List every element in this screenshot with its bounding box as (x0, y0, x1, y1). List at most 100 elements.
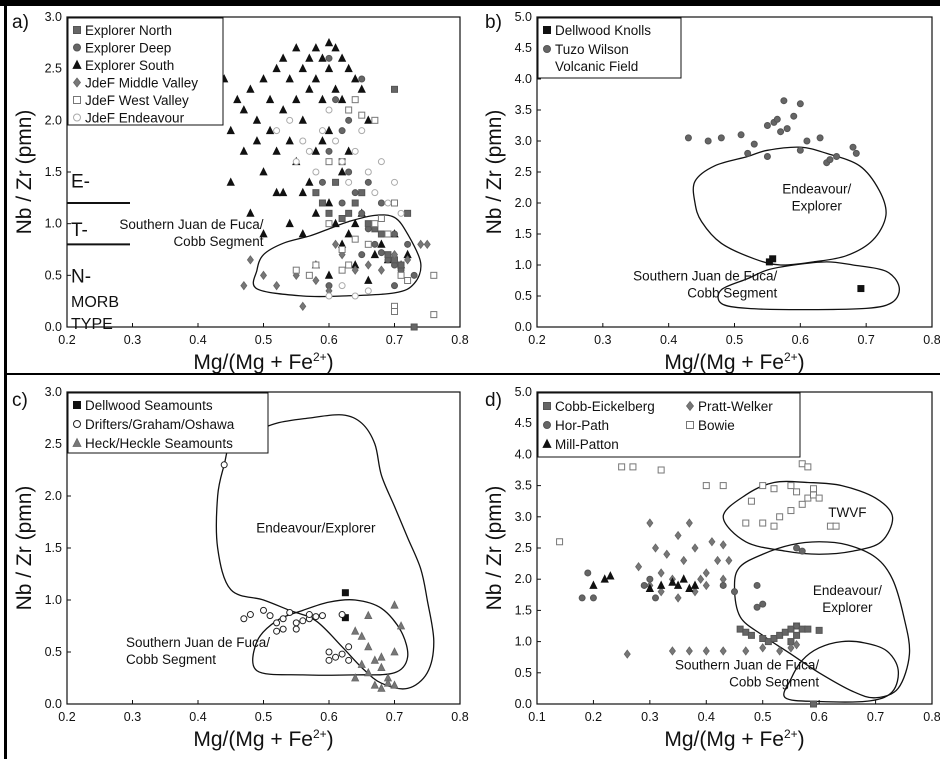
data-point (657, 466, 665, 474)
data-point (753, 603, 761, 611)
field-label: Endeavour/Explorer (813, 583, 882, 615)
data-point (337, 167, 347, 176)
y-tick-label: 3.0 (45, 10, 62, 24)
data-point (798, 460, 806, 468)
data-point (364, 275, 373, 284)
data-point (832, 522, 840, 530)
legend-marker (543, 402, 551, 410)
data-point (674, 593, 682, 603)
data-point (325, 292, 333, 300)
data-point (259, 229, 268, 238)
field-outline (215, 414, 435, 690)
data-point (345, 261, 353, 269)
y-tick-label: 0.5 (45, 645, 62, 659)
data-point (285, 218, 294, 228)
data-point (781, 628, 789, 636)
data-point (252, 115, 262, 124)
data-point (364, 178, 372, 186)
data-point (240, 615, 248, 623)
y-tick-label: 3.5 (515, 479, 532, 493)
y-tick-label: 0.0 (515, 697, 532, 711)
data-point (292, 158, 300, 166)
data-point (804, 625, 812, 633)
data-point (804, 494, 812, 502)
data-point (731, 588, 738, 596)
panel-separator (4, 373, 940, 375)
panel-label: c) (12, 390, 28, 411)
y-axis-label: Nb / Zr (pmn) (483, 486, 506, 611)
data-point (337, 53, 347, 62)
data-point (759, 482, 767, 490)
data-point (780, 97, 788, 105)
data-point (646, 575, 654, 583)
data-point (259, 167, 268, 176)
data-point (332, 653, 340, 661)
data-point (273, 619, 281, 627)
field-label: Endeavour/Explorer (256, 520, 376, 535)
data-point (341, 589, 349, 597)
data-point (273, 280, 281, 291)
data-point (338, 650, 346, 658)
legend: Cobb-Eickelberg Pratt-Welker Hor-Path Bowie… (537, 392, 801, 458)
data-point (680, 555, 688, 566)
data-point (305, 147, 313, 155)
data-point (298, 115, 307, 124)
data-point (325, 220, 333, 228)
data-point (736, 625, 744, 633)
data-point (852, 149, 860, 157)
data-point (663, 549, 671, 559)
data-point (364, 240, 372, 248)
x-tick-label: 0.2 (58, 333, 75, 347)
data-point (776, 513, 784, 521)
data-point (384, 251, 392, 259)
data-point (364, 115, 373, 124)
data-point (377, 265, 385, 275)
field-outline (692, 146, 887, 266)
legend-entry: Heck/Heckle Seamounts (85, 436, 233, 451)
data-point (325, 209, 333, 217)
data-point (397, 209, 405, 217)
legend-marker (72, 77, 82, 88)
y-tick-label: 4.0 (515, 72, 532, 86)
legend-marker (543, 26, 551, 34)
chart-panel-4: d) 0.1 0.2 0.3 0.4 0.5 0.6 0.7 0.8 0.0 0.5 1.0 1.5 2.… (483, 385, 940, 751)
panel-label: d) (485, 390, 502, 411)
legend-marker (73, 113, 81, 122)
data-point (857, 285, 865, 293)
data-point (357, 631, 366, 640)
legend-marker (73, 96, 81, 104)
data-point (584, 569, 592, 577)
data-point (338, 127, 346, 135)
y-tick-label: 3.0 (45, 385, 62, 399)
x-tick-label: 0.1 (528, 710, 545, 724)
data-point (708, 537, 716, 547)
data-point (770, 485, 778, 493)
legend-marker (72, 59, 82, 69)
x-tick-label: 0.4 (660, 333, 677, 347)
data-point (265, 94, 275, 104)
x-tick-label: 0.6 (320, 333, 337, 347)
data-point (324, 37, 334, 47)
legend-entry-continued: Volcanic Field (555, 59, 638, 74)
data-point (404, 240, 412, 248)
data-point (777, 128, 785, 136)
data-point (351, 235, 359, 243)
data-point (298, 63, 307, 73)
morb-type-label: T- (71, 220, 88, 241)
data-point (798, 625, 806, 633)
data-point (338, 215, 346, 222)
x-tick-label: 0.4 (698, 710, 715, 724)
data-point (377, 249, 385, 257)
legend-marker (73, 43, 81, 52)
data-point (351, 199, 359, 207)
data-point (345, 656, 353, 664)
data-point (371, 240, 379, 248)
data-point (292, 619, 300, 627)
data-point (292, 266, 300, 274)
data-point (390, 600, 399, 609)
data-point (685, 646, 693, 656)
data-point (763, 122, 771, 129)
data-point (324, 125, 334, 135)
data-point (325, 648, 333, 656)
data-point (292, 625, 300, 633)
